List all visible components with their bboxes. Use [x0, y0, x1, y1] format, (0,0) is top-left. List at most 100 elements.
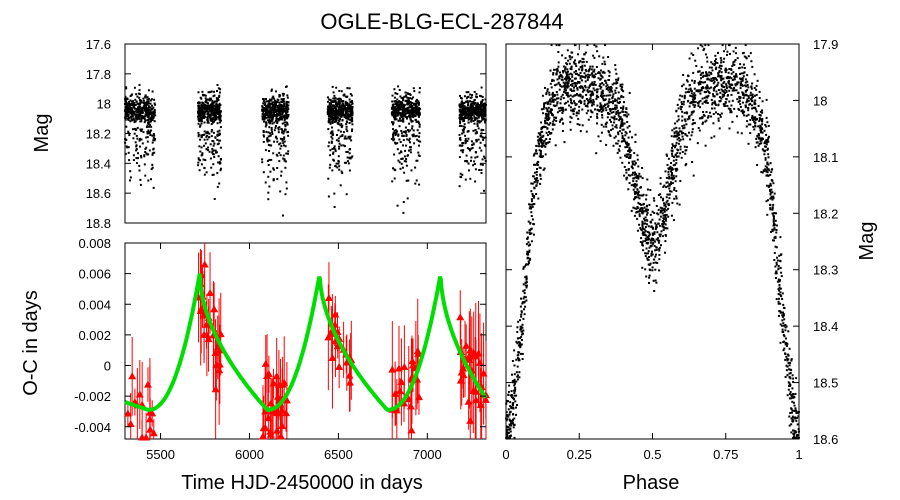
light-curve-point: [471, 112, 474, 115]
phased-point: [602, 92, 604, 95]
light-curve-point: [393, 96, 396, 99]
light-curve-point: [264, 125, 267, 128]
phased-point: [619, 118, 621, 121]
light-curve-point: [482, 155, 485, 158]
phased-point: [780, 275, 783, 278]
light-curve-point: [137, 92, 140, 95]
light-curve-point: [285, 85, 287, 88]
light-curve-point: [211, 173, 214, 176]
phased-point: [583, 72, 586, 75]
light-curve-point: [346, 113, 349, 116]
phased-point: [771, 208, 774, 211]
phased-point: [565, 62, 568, 65]
light-curve-point: [261, 158, 264, 161]
phased-point: [688, 105, 691, 108]
phased-point: [512, 381, 514, 384]
phased-point: [509, 427, 512, 430]
light-curve-point: [391, 94, 394, 97]
phased-point: [774, 245, 777, 248]
light-curve-point: [286, 96, 289, 99]
phased-point: [536, 152, 538, 155]
phased-point: [533, 171, 536, 174]
phased-point: [587, 118, 590, 121]
phased-point: [627, 153, 630, 156]
phased-point: [646, 230, 649, 233]
phased-point: [728, 89, 731, 92]
phased-point: [656, 262, 659, 264]
phased-point: [744, 81, 747, 84]
light-curve-point: [477, 116, 480, 119]
light-curve-point: [461, 132, 464, 135]
phased-point: [576, 123, 579, 126]
phased-point: [758, 90, 761, 93]
light-curve-point: [394, 134, 397, 136]
light-curve-point: [397, 134, 400, 137]
light-curve-point: [399, 101, 402, 103]
light-curve-point: [272, 111, 275, 114]
phased-point: [563, 102, 566, 105]
phased-point: [602, 56, 605, 59]
light-curve-point: [267, 106, 270, 109]
light-curve-point: [470, 156, 473, 159]
light-curve-point: [475, 140, 478, 143]
phased-point: [519, 325, 522, 328]
light-curve-point: [208, 116, 211, 119]
light-curve-point: [402, 144, 404, 147]
light-curve-point: [398, 152, 401, 155]
light-curve-point: [329, 154, 332, 157]
light-curve-point: [128, 105, 131, 108]
light-curve-point: [416, 110, 419, 113]
phased-point: [537, 142, 540, 145]
phased-point: [788, 376, 791, 379]
phased-point: [736, 83, 739, 86]
light-curve-point: [347, 136, 350, 139]
phased-point: [513, 389, 516, 392]
light-curve-point: [337, 160, 340, 163]
phased-point: [556, 111, 559, 114]
phased-point: [731, 89, 734, 92]
light-curve-point: [283, 104, 286, 107]
light-curve-point: [331, 131, 334, 134]
light-curve-point: [284, 160, 287, 163]
light-curve-point: [218, 182, 221, 185]
light-curve-point: [466, 160, 469, 163]
phased-point: [521, 323, 524, 326]
phased-point: [717, 81, 720, 84]
phased-point: [523, 313, 526, 316]
phased-point: [728, 44, 731, 47]
phased-point: [634, 162, 637, 165]
phased-point: [654, 268, 657, 271]
phased-point: [682, 100, 685, 103]
light-curve-point: [273, 113, 275, 116]
phased-point: [726, 50, 729, 53]
light-curve-point: [412, 129, 415, 132]
light-curve-point: [348, 137, 351, 140]
phased-point: [678, 133, 681, 136]
light-curve-point: [395, 118, 398, 121]
phased-point: [676, 152, 679, 154]
light-curve-point: [467, 162, 470, 165]
light-curve-point: [149, 130, 151, 133]
light-curve-point: [348, 114, 351, 117]
light-curve-point: [266, 110, 269, 113]
light-curve-point: [415, 120, 418, 123]
light-curve-point: [278, 151, 281, 154]
light-curve-point: [218, 110, 221, 113]
light-curve-point: [417, 122, 420, 125]
phased-point: [619, 83, 622, 86]
phased-point: [624, 140, 627, 143]
light-curve-point: [205, 107, 208, 110]
light-curve-point: [133, 121, 136, 124]
phased-point: [619, 106, 622, 109]
light-curve-point: [263, 104, 266, 107]
oc-point: [215, 360, 224, 368]
phased-point: [561, 93, 564, 96]
light-curve-point: [139, 120, 142, 123]
phased-point: [520, 352, 522, 355]
light-curve-point: [267, 143, 270, 146]
phased-point: [680, 103, 683, 105]
phased-point: [621, 108, 624, 111]
light-curve-point: [412, 103, 415, 106]
phased-point: [793, 429, 795, 432]
phased-point: [688, 91, 690, 93]
